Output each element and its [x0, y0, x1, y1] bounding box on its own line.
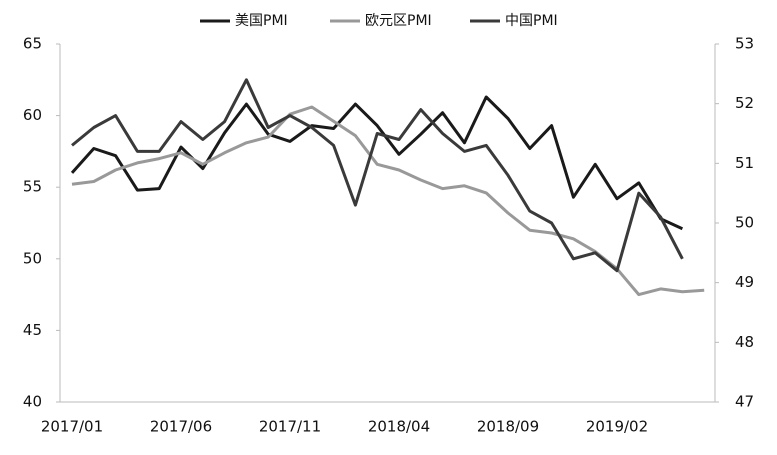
- y2-tick-label: 48: [735, 333, 754, 351]
- y2-tick-label: 47: [735, 393, 754, 411]
- legend: 美国PMI 欧元区PMI 中国PMI: [200, 13, 558, 29]
- x-tick-label: 2018/09: [477, 418, 539, 436]
- y-tick-label: 65: [23, 35, 42, 53]
- x-tick-label: 2017/06: [150, 418, 212, 436]
- x-tick-label: 2018/04: [368, 418, 430, 436]
- legend-label: 美国PMI: [235, 13, 288, 29]
- legend-label: 中国PMI: [505, 13, 558, 29]
- x-tick-label: 2019/02: [586, 418, 648, 436]
- series-line: [70, 95, 684, 231]
- y2-tick-label: 53: [735, 35, 754, 53]
- y2-tick-label: 51: [735, 154, 754, 172]
- y2-tick-label: 49: [735, 273, 754, 291]
- series-line: [71, 78, 684, 273]
- y-tick-label: 50: [23, 249, 42, 267]
- x-tick-label: 2017/01: [41, 418, 103, 436]
- y-tick-label: 45: [23, 321, 42, 339]
- y-tick-label: 40: [23, 393, 42, 411]
- y2-tick-label: 52: [735, 94, 754, 112]
- y-tick-label: 55: [23, 178, 42, 196]
- legend-label: 欧元区PMI: [365, 13, 432, 29]
- x-tick-label: 2017/11: [259, 418, 321, 436]
- y-tick-label: 60: [23, 106, 42, 124]
- y2-tick-label: 50: [735, 214, 754, 232]
